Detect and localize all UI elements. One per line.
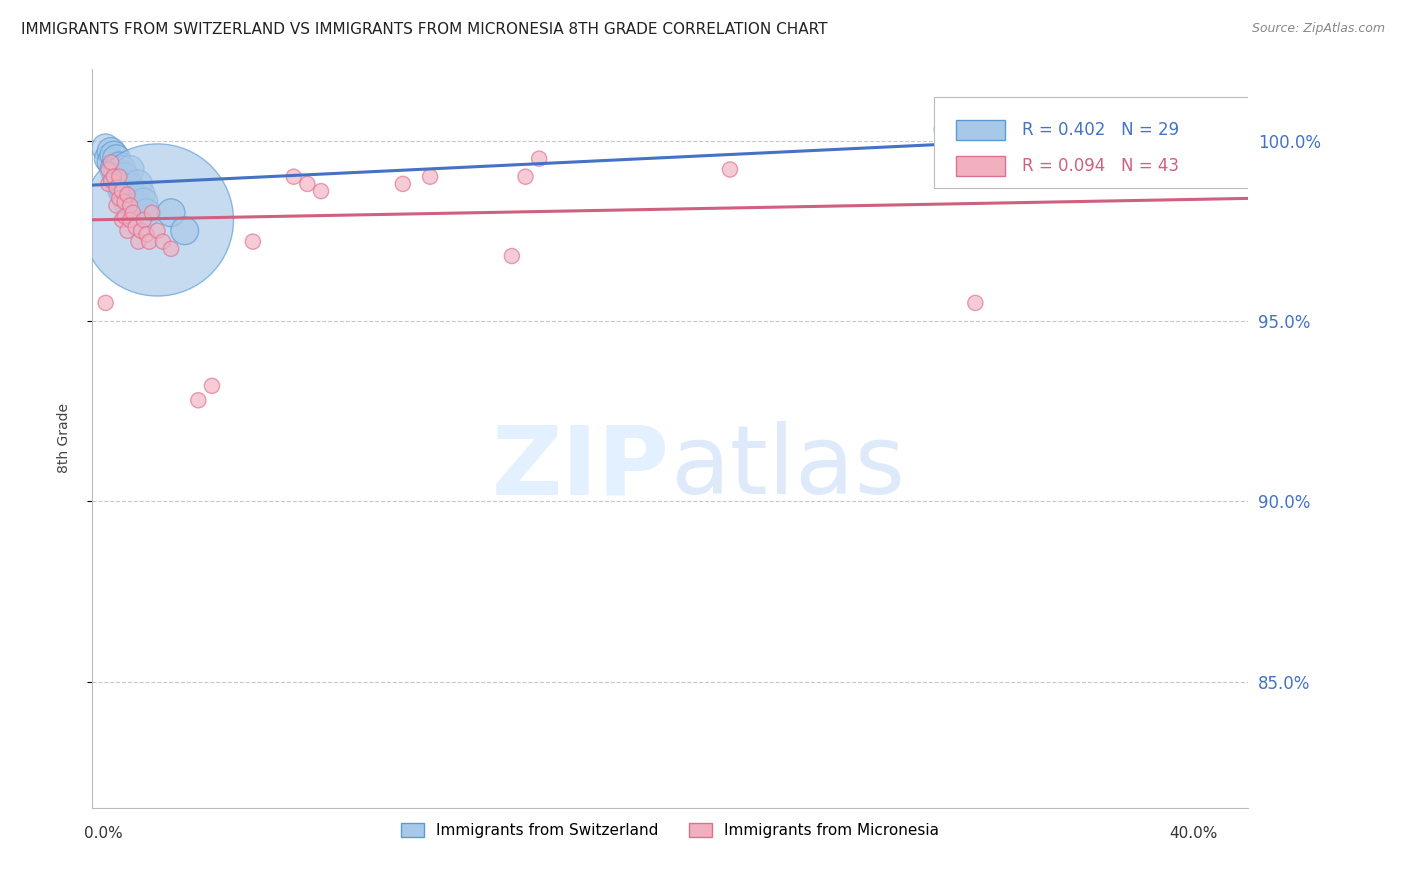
Point (105, 152, 128, 166)
Point (283, 169, 305, 184)
Text: Source: ZipAtlas.com: Source: ZipAtlas.com (1251, 22, 1385, 36)
Point (242, 235, 264, 249)
Point (114, 194, 136, 209)
Point (100, 145, 122, 159)
Point (94, 296, 117, 310)
Point (114, 169, 136, 184)
Point (114, 187, 136, 202)
Point (100, 173, 122, 187)
Point (105, 198, 128, 212)
Point (309, 184, 332, 198)
Point (127, 235, 149, 249)
Point (111, 162, 134, 177)
Point (108, 191, 131, 205)
Point (173, 224, 195, 238)
Point (187, 393, 209, 408)
Point (132, 213, 155, 227)
Point (391, 177, 413, 191)
Point (111, 184, 134, 198)
Text: ZIP: ZIP (492, 421, 671, 514)
Point (1154, 152, 1177, 166)
Point (146, 224, 169, 238)
Point (120, 162, 142, 177)
Point (117, 194, 139, 209)
Point (122, 206, 145, 220)
Y-axis label: 8th Grade: 8th Grade (58, 403, 72, 473)
Point (515, 169, 537, 184)
Point (105, 169, 128, 184)
Point (120, 213, 142, 227)
Point (97, 177, 120, 191)
Point (103, 169, 125, 184)
Point (936, 123, 959, 137)
Point (160, 206, 183, 220)
Text: R = 0.402   N = 29: R = 0.402 N = 29 (1022, 120, 1178, 139)
Bar (935, 97, 1385, 187)
Point (100, 155, 122, 169)
Point (129, 187, 152, 202)
Text: R = 0.094   N = 43: R = 0.094 N = 43 (1022, 157, 1178, 175)
Point (103, 148, 125, 162)
Point (135, 227, 157, 242)
Point (117, 224, 139, 238)
Point (108, 169, 131, 184)
Text: atlas: atlas (671, 421, 905, 514)
Point (965, 296, 987, 310)
Point (97, 152, 120, 166)
Point (94, 141, 117, 155)
Point (141, 206, 163, 220)
Point (129, 224, 152, 238)
Point (122, 187, 145, 202)
Point (111, 184, 134, 198)
Point (201, 379, 224, 393)
Point (108, 177, 131, 191)
Text: IMMIGRANTS FROM SWITZERLAND VS IMMIGRANTS FROM MICRONESIA 8TH GRADE CORRELATION : IMMIGRANTS FROM SWITZERLAND VS IMMIGRANT… (21, 22, 828, 37)
Point (97, 162, 120, 177)
Point (124, 220, 146, 235)
Point (114, 210, 136, 224)
Point (120, 180, 142, 194)
Point (1046, 134, 1069, 148)
Point (117, 177, 139, 191)
Point (111, 213, 134, 227)
Text: 0.0%: 0.0% (83, 826, 122, 841)
Point (718, 162, 741, 177)
Bar (956, 156, 1005, 176)
Point (117, 187, 139, 202)
Bar (956, 120, 1005, 140)
Point (132, 194, 155, 209)
Point (160, 242, 183, 256)
Point (501, 249, 523, 263)
Point (124, 198, 146, 212)
Legend: Immigrants from Switzerland, Immigrants from Micronesia: Immigrants from Switzerland, Immigrants … (395, 817, 945, 845)
Point (297, 177, 319, 191)
Point (127, 177, 149, 191)
Point (419, 169, 441, 184)
Point (100, 155, 122, 169)
Point (527, 152, 550, 166)
Point (108, 159, 131, 173)
Text: 40.0%: 40.0% (1170, 826, 1218, 841)
Point (152, 235, 174, 249)
Point (138, 235, 160, 249)
Point (103, 162, 125, 177)
Point (105, 180, 128, 194)
Point (146, 213, 169, 227)
Point (120, 198, 142, 212)
Point (135, 206, 157, 220)
